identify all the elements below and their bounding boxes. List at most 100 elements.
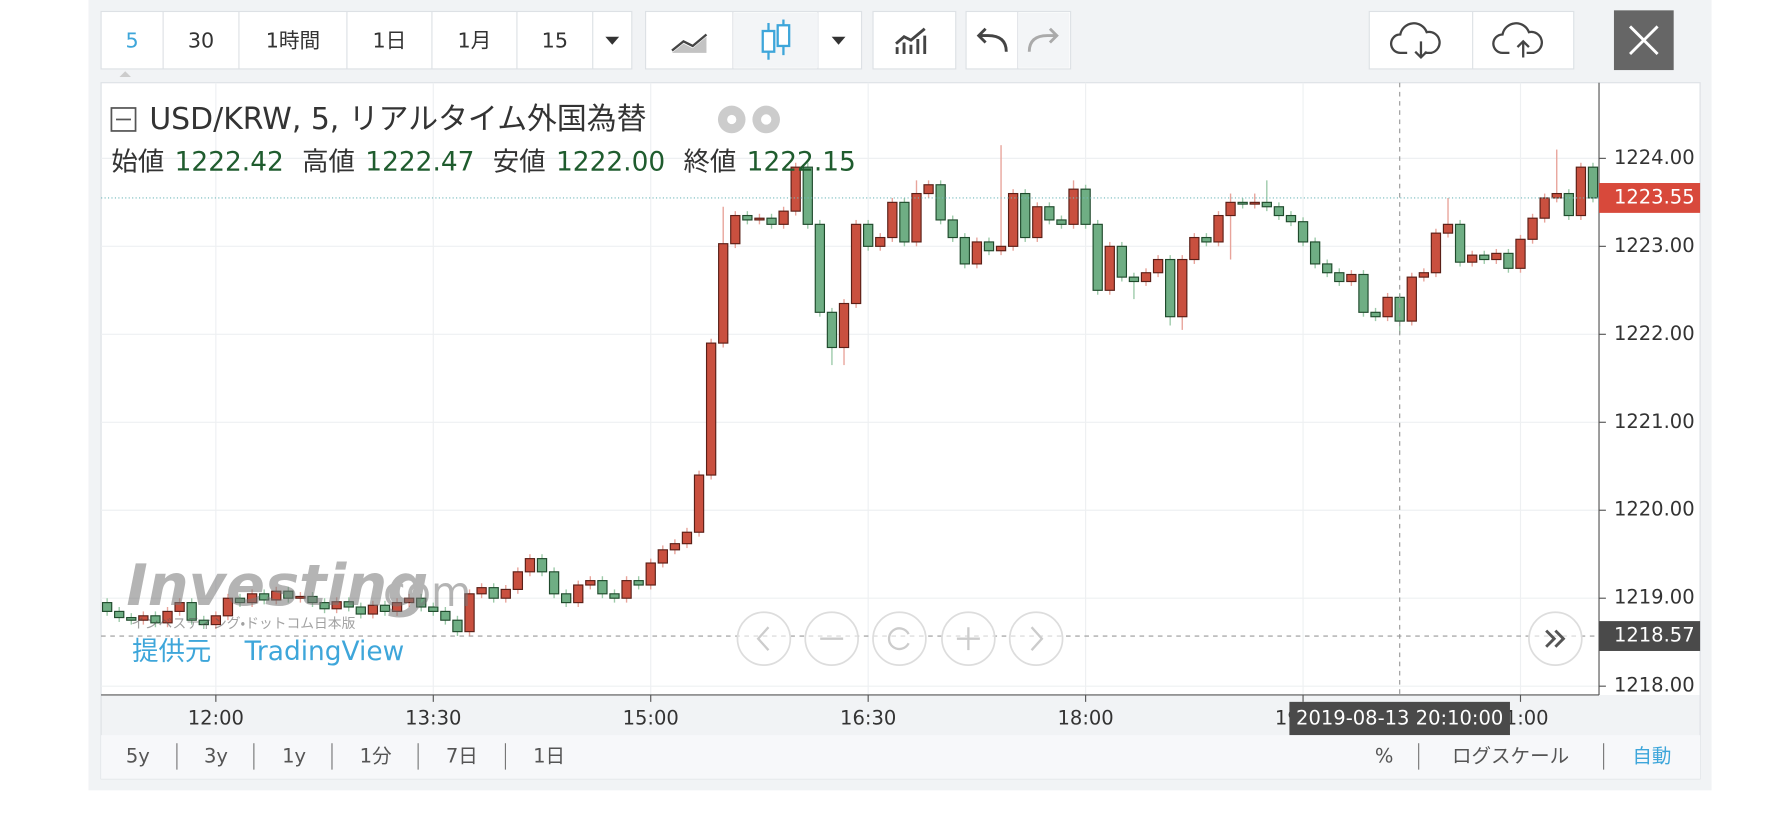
candle-body (1322, 263, 1333, 274)
candle-body (1479, 254, 1490, 261)
crosshair-price-tag (1599, 621, 1701, 651)
candle-body (1406, 276, 1417, 322)
nav-reset-icon (887, 627, 910, 651)
candle-body (1297, 221, 1309, 243)
candle-body (1334, 272, 1345, 283)
candle-body (307, 595, 318, 604)
nav-button[interactable] (736, 611, 792, 666)
scale-option[interactable]: % (1375, 745, 1394, 768)
line-style-icon[interactable] (671, 33, 708, 52)
candle-body (899, 201, 910, 243)
redo-button[interactable] (1018, 12, 1070, 68)
candle-body (331, 601, 342, 610)
candle-body (1587, 166, 1599, 199)
candle-body (1454, 223, 1466, 263)
candle-body (210, 615, 222, 626)
collapse-arrow[interactable] (119, 71, 131, 77)
candle-body (452, 619, 463, 633)
candle-body (464, 593, 475, 633)
interval-button[interactable]: 1時間 (266, 28, 320, 52)
candle-body (1152, 258, 1164, 274)
candle-body (536, 558, 548, 573)
area-icon (672, 36, 707, 53)
range-button[interactable]: 3y (204, 745, 228, 768)
candle-body (1092, 223, 1103, 291)
nav-button[interactable] (872, 611, 927, 666)
candle-body (1491, 252, 1502, 261)
candle-body (1394, 296, 1405, 322)
x-tick-label: 13:30 (405, 707, 461, 730)
candle-body (693, 474, 705, 533)
candle-icon[interactable] (761, 19, 791, 60)
interval-button[interactable]: 15 (542, 28, 568, 52)
range-button[interactable]: 1y (282, 745, 306, 768)
redo-icon[interactable] (1027, 27, 1059, 52)
candle-body (1527, 217, 1538, 240)
candle-body (754, 217, 765, 221)
candle-body (911, 192, 922, 243)
candle-body (162, 610, 173, 624)
candle-body (669, 543, 681, 551)
candle-body (585, 580, 596, 586)
candle-body (1177, 258, 1188, 318)
range-button[interactable]: 1日 (533, 745, 565, 768)
plot-background (101, 82, 1701, 695)
scale-option[interactable]: 自動 (1632, 745, 1671, 768)
candle-body (150, 615, 161, 624)
candle-body (814, 223, 826, 313)
candle-body (1273, 206, 1285, 217)
x-tick-label: 18:00 (1057, 707, 1113, 730)
candle-body (1515, 238, 1526, 269)
interval-button[interactable]: 30 (188, 28, 214, 52)
dropdown-arrow[interactable] (605, 36, 620, 45)
ohlc-value: 1222.15 (747, 147, 856, 178)
candle-body (101, 602, 113, 612)
candle-body (1140, 272, 1152, 283)
candle-body (1080, 188, 1091, 225)
x-tick-label: 16:30 (840, 707, 896, 730)
range-button[interactable]: 5y (126, 745, 150, 768)
ohlc-label: 始値 (111, 147, 164, 178)
candle-body (1249, 201, 1260, 205)
interval-button[interactable]: 1月 (458, 28, 492, 52)
indicators-icon (895, 27, 927, 54)
scale-option[interactable]: ログスケール (1452, 745, 1569, 768)
last-price-label: 1223.55 (1614, 185, 1695, 208)
candle-body (1370, 311, 1381, 318)
chart-title: USD/KRW, 5, リアルタイム外国為替 (149, 102, 646, 137)
crosshair-time-tag (1289, 701, 1510, 736)
watermark-brand: Investing (126, 552, 428, 619)
candle-body (1285, 214, 1297, 223)
candle-body (295, 595, 306, 599)
indicators-button[interactable] (872, 10, 957, 70)
candle-body (778, 210, 789, 225)
candle-body (995, 245, 1007, 252)
candle-body (198, 619, 209, 626)
y-tick-label: 1219.00 (1614, 586, 1695, 609)
ohlc-label: 終値 (683, 147, 736, 178)
toolbar: 5 30 1時間 1日 1月 15 (100, 10, 1674, 77)
candle-body (1563, 192, 1574, 217)
candle-body (319, 602, 330, 610)
candle-body (222, 597, 234, 617)
candles-button[interactable] (734, 12, 818, 68)
candle-body (790, 166, 801, 212)
crosshair-time-label: 2019-08-13 20:10:00 (1296, 707, 1503, 730)
interval-button[interactable]: 1日 (373, 28, 407, 52)
y-tick-label: 1223.00 (1614, 234, 1695, 257)
candle-body (705, 342, 717, 476)
ohlc-value: 1222.47 (365, 147, 474, 178)
range-button[interactable]: 7日 (446, 745, 478, 768)
range-button[interactable]: 1分 (360, 745, 392, 768)
credit-provider[interactable]: TradingView (244, 636, 405, 667)
candle-body (343, 601, 354, 608)
interval-button[interactable]: 5 (126, 28, 139, 52)
candle-body (802, 166, 813, 225)
nav-button[interactable] (1008, 611, 1064, 666)
candle-body (609, 593, 620, 599)
undo-icon[interactable] (976, 27, 1008, 52)
dropdown-arrow[interactable] (831, 36, 846, 45)
load-icon[interactable] (1389, 22, 1441, 60)
save-icon[interactable] (1492, 22, 1543, 58)
